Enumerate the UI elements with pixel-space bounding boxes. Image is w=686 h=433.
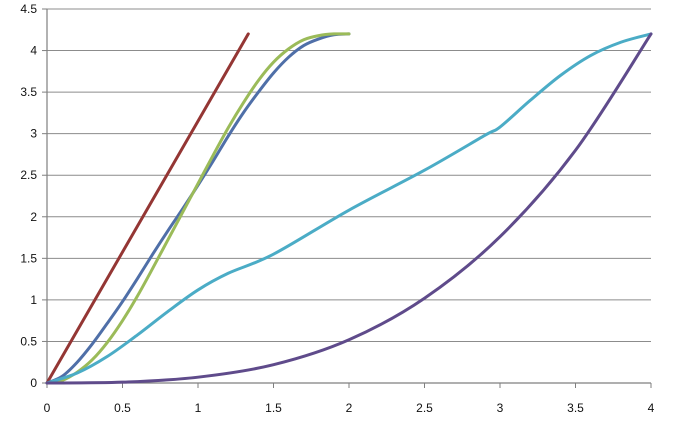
- y-tick-label-1: 0.5: [20, 334, 37, 348]
- y-tick-label-2: 1: [30, 293, 37, 307]
- gridlines: [47, 8, 651, 342]
- x-axis-tick-labels: 0 0.5 1 1.5 2 2.5 3 3.5 4: [44, 401, 655, 415]
- series-group: [45, 32, 653, 385]
- y-tick-label-5: 2.5: [20, 168, 37, 182]
- y-tick-label-7: 3.5: [20, 85, 37, 99]
- y-tick-label-3: 1.5: [20, 251, 37, 265]
- series-line-2: [45, 32, 351, 385]
- series-line-4: [45, 32, 653, 385]
- y-tick-label-9: 4.5: [20, 2, 37, 16]
- x-tick-label-5: 2.5: [416, 401, 433, 415]
- y-tick-label-8: 4: [30, 44, 37, 58]
- series-line-3: [45, 32, 351, 385]
- series-line-5: [45, 32, 653, 385]
- x-tick-label-0: 0: [44, 401, 51, 415]
- x-tick-label-6: 3: [497, 401, 504, 415]
- y-tick-label-4: 2: [30, 210, 37, 224]
- x-tick-label-4: 2: [346, 401, 353, 415]
- axes: [42, 8, 652, 388]
- y-tick-label-0: 0: [30, 376, 37, 390]
- y-axis-tick-labels: 0 0.5 1 1.5 2 2.5 3 3.5 4 4.5: [20, 2, 37, 390]
- x-tick-label-3: 1.5: [265, 401, 282, 415]
- series-line-1: [45, 32, 250, 385]
- x-tick-label-8: 4: [648, 401, 655, 415]
- y-tick-label-6: 3: [30, 127, 37, 141]
- x-tick-label-1: 0.5: [114, 401, 131, 415]
- x-tick-label-2: 1: [195, 401, 202, 415]
- x-tick-label-7: 3.5: [567, 401, 584, 415]
